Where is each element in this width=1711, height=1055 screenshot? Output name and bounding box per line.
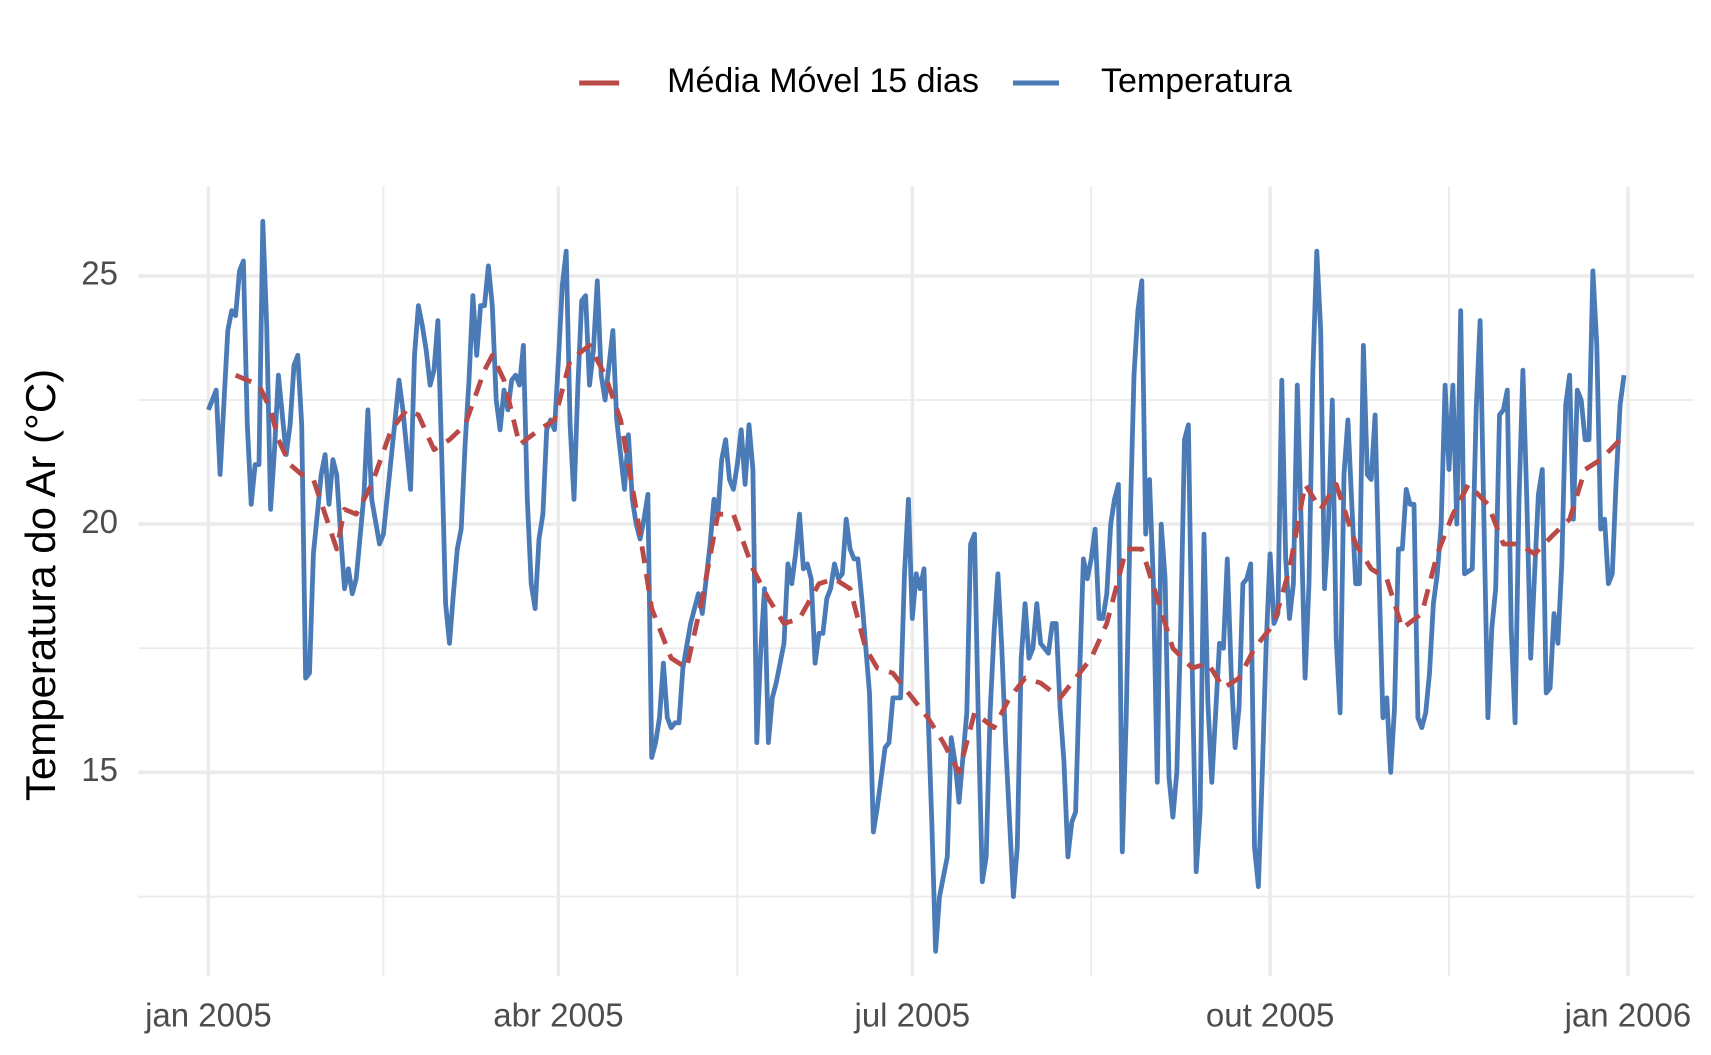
y-tick-label: 25 (81, 255, 118, 292)
x-tick-label: out 2005 (1206, 997, 1334, 1034)
x-tick-label: jan 2005 (144, 997, 272, 1034)
y-axis-title: Temperatura do Ar (°C) (17, 369, 64, 801)
legend-label: Média Móvel 15 dias (667, 62, 979, 100)
x-tick-label: jul 2005 (854, 997, 971, 1034)
series-line (234, 343, 1622, 775)
y-tick-label: 20 (81, 503, 118, 540)
x-tick-label: abr 2005 (493, 997, 623, 1034)
legend-label: Temperatura (1101, 62, 1292, 100)
y-tick-label: 15 (81, 751, 118, 788)
series-line (206, 218, 1627, 954)
x-tick-label: jan 2006 (1564, 997, 1692, 1034)
